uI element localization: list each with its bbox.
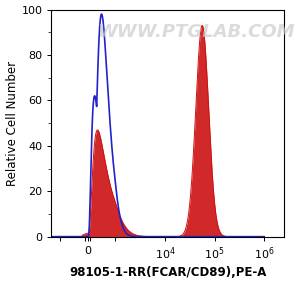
Y-axis label: Relative Cell Number: Relative Cell Number <box>6 60 19 186</box>
X-axis label: 98105-1-RR(FCAR/CD89),PE-A: 98105-1-RR(FCAR/CD89),PE-A <box>69 266 266 280</box>
Text: WWW.PTGLAB.COM: WWW.PTGLAB.COM <box>97 23 294 41</box>
